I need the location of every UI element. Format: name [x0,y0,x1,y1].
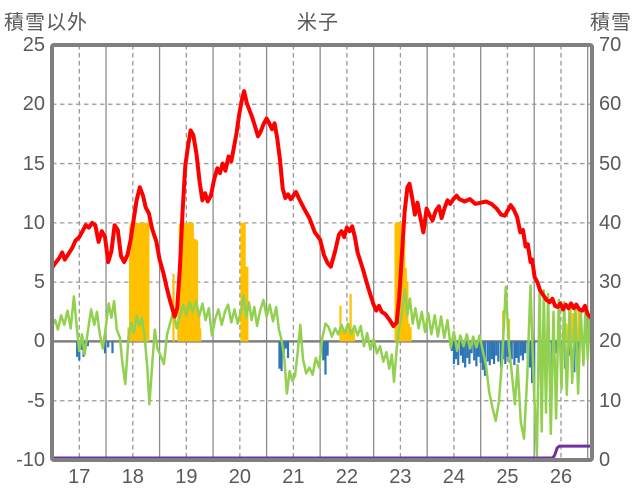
blue-bars-bar [468,341,471,364]
left-axis-tick-label: 20 [22,93,45,116]
plot-area [50,43,594,462]
blue-bars-bar [506,341,509,357]
x-axis-tick-label: 19 [175,466,198,488]
x-axis-tick-label: 24 [442,466,466,488]
blue-bars-bar [515,341,518,359]
orange-bars-bar [339,305,342,342]
series-group [52,89,592,460]
orange-bars-bar [565,323,568,342]
right-axis-tick-label: 0 [599,449,611,471]
right-axis-tick-label: 60 [599,93,622,116]
left-axis-tick-label: -10 [16,449,45,471]
blue-bars-bar [322,341,325,361]
blue-bars-bar [513,341,516,366]
blue-bars-bar [495,341,498,356]
blue-bars-bar [80,341,83,350]
blue-bars-bar [517,341,520,363]
x-axis-tick-label: 21 [282,466,305,488]
blue-bars-bar [475,341,478,367]
orange-bars-bar [195,240,199,342]
right-axis-tick-label: 50 [599,152,622,175]
blue-bars-bar [107,341,110,348]
left-axis-tick-label: 15 [22,152,45,175]
left-axis-tick-label: 10 [22,211,45,234]
orange-bars-bar [577,309,580,342]
left-axis-tick-label: -5 [27,389,45,412]
x-axis-tick-label: 23 [389,466,412,488]
blue-bars-bar [286,341,290,359]
blue-bars-bar [521,341,525,361]
orange-bars-bar [349,294,352,342]
blue-bars-bar [499,341,503,368]
blue-bars-bar [479,341,482,363]
blue-bars-bar [490,341,494,360]
blue-bars-bar [486,341,489,362]
chart-title: 米子 [297,12,339,34]
orange-bars-bar [343,329,346,342]
blue-bars-bar [111,341,114,354]
blue-bars-bar [492,341,496,364]
orange-bars-bar [198,312,201,342]
x-axis-tick-label: 18 [121,466,144,488]
blue-bars-bar [497,341,500,362]
x-axis-tick-label: 25 [496,466,519,488]
right-axis-title: 積雪 [590,12,632,34]
blue-bars-bar [76,341,79,357]
x-axis-tick-label: 17 [68,466,91,488]
orange-bars-bar [243,222,246,342]
orange-bars-bar [347,328,351,342]
x-axis-tick-label: 26 [549,466,573,488]
blue-bars-bar [457,341,460,366]
left-axis-tick-label: 5 [33,271,45,294]
blue-bars-bar [466,341,469,359]
orange-bars-bar [351,329,354,342]
blue-bars-bar [488,341,491,366]
plot-border [50,43,594,462]
blue-bars-bar [103,341,107,354]
orange-bars-bar [407,323,411,342]
blue-bars-bar [519,341,522,356]
right-axis-tick-label: 70 [599,34,622,56]
right-axis-tick-label: 30 [599,271,622,294]
orange-bars-bar [341,329,344,342]
blue-bars-bar [326,341,329,356]
blue-bars-bar [524,341,527,354]
x-axis-tick-label: 22 [335,466,358,488]
orange-bars-bar [345,329,348,342]
orange-bars-bar [352,330,355,342]
blue-bars-bar [473,341,476,361]
blue-bars-bar [504,341,507,364]
blue-bars-bar [464,341,467,368]
blue-bars-bar [280,341,283,372]
x-axis-tick-label: 20 [228,466,251,488]
orange-bars [127,222,580,342]
green-line [52,284,592,457]
right-axis-tick-label: 40 [599,211,622,234]
orange-bars-bar [571,312,574,342]
red-line [52,89,592,328]
blue-bars-bar [461,341,465,363]
orange-bars-bar [177,284,180,342]
blue-bars-bar [278,341,281,369]
blue-bars-bar [452,341,456,364]
blue-bars-bar [510,341,513,360]
left-axis-tick-label: 25 [22,34,45,56]
blue-bars-bar [324,341,327,375]
blue-bars-bar [477,341,480,357]
right-axis-tick-label: 10 [599,389,622,412]
orange-bars-bar [409,327,412,342]
right-axis-tick-label: 20 [599,330,622,353]
left-axis-title: 積雪以外 [4,12,88,34]
blue-bars-bar [528,341,532,368]
orange-bars-bar [147,224,150,342]
blue-bars-bar [284,341,287,349]
left-axis-tick-label: 0 [33,330,45,353]
orange-bars-bar [199,328,202,342]
blue-bars-bar [459,341,462,356]
blue-bars-bar [86,341,89,347]
